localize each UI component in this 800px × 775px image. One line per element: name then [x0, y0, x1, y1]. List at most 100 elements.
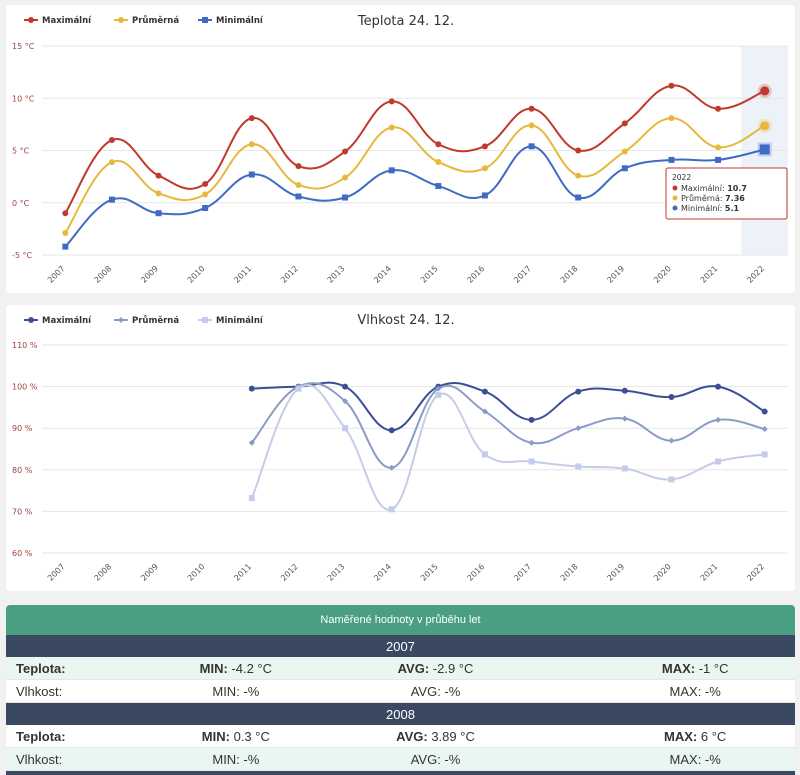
data-point[interactable] [342, 148, 349, 155]
data-point[interactable] [761, 451, 768, 458]
data-point[interactable] [342, 194, 349, 201]
x-tick-label: 2022 [745, 264, 766, 285]
data-point[interactable] [342, 425, 349, 432]
data-point[interactable] [248, 171, 255, 178]
data-point[interactable] [528, 458, 535, 465]
data-point[interactable] [760, 86, 770, 96]
data-point[interactable] [668, 82, 675, 89]
data-point[interactable] [715, 144, 722, 151]
data-point[interactable] [761, 426, 768, 433]
data-point[interactable] [62, 243, 69, 250]
data-point[interactable] [759, 144, 770, 155]
x-tick-label: 2018 [559, 562, 580, 583]
data-point[interactable] [528, 105, 535, 112]
x-tick-label: 2022 [745, 562, 766, 583]
table-title: Naměřené hodnoty v průběhu let [6, 605, 795, 635]
data-point[interactable] [575, 147, 582, 154]
data-point[interactable] [715, 383, 722, 390]
legend-item[interactable]: Minimální [198, 16, 264, 26]
data-point[interactable] [388, 506, 395, 513]
data-point[interactable] [621, 148, 628, 155]
data-point[interactable] [668, 115, 675, 122]
data-point[interactable] [715, 156, 722, 163]
data-point[interactable] [435, 183, 442, 190]
data-point[interactable] [621, 165, 628, 172]
data-point[interactable] [668, 394, 675, 400]
data-point[interactable] [435, 158, 442, 165]
data-point[interactable] [202, 180, 209, 187]
data-point[interactable] [481, 451, 488, 458]
data-point[interactable] [668, 476, 675, 483]
data-point[interactable] [108, 196, 115, 203]
legend-item[interactable]: Minimální [198, 316, 264, 326]
data-point[interactable] [388, 124, 395, 131]
data-point[interactable] [62, 230, 69, 237]
data-point[interactable] [575, 194, 582, 201]
data-point[interactable] [715, 416, 722, 423]
data-point[interactable] [528, 122, 535, 129]
x-tick-label: 2009 [139, 562, 160, 583]
data-point[interactable] [108, 159, 115, 166]
data-point[interactable] [155, 172, 162, 179]
data-point[interactable] [295, 193, 302, 200]
data-point[interactable] [342, 383, 349, 390]
data-point[interactable] [388, 464, 395, 471]
data-point[interactable] [668, 437, 675, 444]
data-point[interactable] [528, 439, 535, 446]
legend-item[interactable]: Maximální [24, 316, 92, 326]
data-point[interactable] [481, 388, 488, 395]
humidity-chart-title: Vlhkost 24. 12. [357, 313, 454, 328]
data-point[interactable] [715, 458, 722, 465]
data-point[interactable] [295, 163, 302, 170]
x-tick-label: 2015 [419, 264, 440, 285]
data-point[interactable] [481, 408, 488, 415]
data-point[interactable] [435, 141, 442, 148]
data-point[interactable] [248, 439, 255, 446]
data-point[interactable] [575, 425, 582, 432]
data-point[interactable] [435, 391, 442, 398]
data-point[interactable] [248, 385, 255, 392]
data-point[interactable] [760, 121, 770, 131]
legend-item[interactable]: Průměrná [114, 315, 179, 326]
y-tick-label: 15 °C [12, 42, 35, 51]
data-point[interactable] [528, 143, 535, 150]
data-point[interactable] [481, 165, 488, 172]
data-point[interactable] [342, 398, 349, 405]
data-point[interactable] [481, 143, 488, 150]
data-point[interactable] [388, 167, 395, 174]
humidity-legend[interactable]: Maximální Průměrná Minimální [24, 315, 264, 326]
data-point[interactable] [388, 427, 395, 434]
data-point[interactable] [668, 156, 675, 163]
x-tick-label: 2017 [512, 264, 533, 285]
legend-item[interactable]: Maximální [24, 16, 92, 26]
data-point[interactable] [202, 204, 209, 211]
data-point[interactable] [248, 495, 255, 502]
data-point[interactable] [481, 192, 488, 199]
data-point[interactable] [715, 105, 722, 112]
data-point[interactable] [575, 463, 582, 470]
data-point[interactable] [342, 174, 349, 181]
data-point[interactable] [761, 408, 768, 415]
data-point[interactable] [575, 172, 582, 179]
y-tick-label: 5 °C [12, 147, 30, 156]
data-point[interactable] [295, 181, 302, 188]
data-point[interactable] [62, 210, 69, 217]
data-point[interactable] [295, 385, 302, 392]
data-point[interactable] [248, 141, 255, 148]
temperature-legend[interactable]: Maximální Průměrná Minimální [24, 15, 264, 26]
data-point[interactable] [575, 388, 582, 395]
data-point[interactable] [202, 191, 209, 198]
y-tick-label: 80 % [12, 466, 33, 475]
data-point[interactable] [528, 416, 535, 423]
data-point[interactable] [621, 465, 628, 472]
data-point[interactable] [621, 415, 628, 422]
data-point[interactable] [621, 387, 628, 394]
data-point[interactable] [435, 385, 442, 392]
data-point[interactable] [108, 137, 115, 144]
data-point[interactable] [621, 120, 628, 127]
legend-item[interactable]: Průměrná [114, 15, 179, 26]
data-point[interactable] [248, 115, 255, 122]
data-point[interactable] [155, 190, 162, 197]
data-point[interactable] [388, 98, 395, 105]
data-point[interactable] [155, 210, 162, 217]
